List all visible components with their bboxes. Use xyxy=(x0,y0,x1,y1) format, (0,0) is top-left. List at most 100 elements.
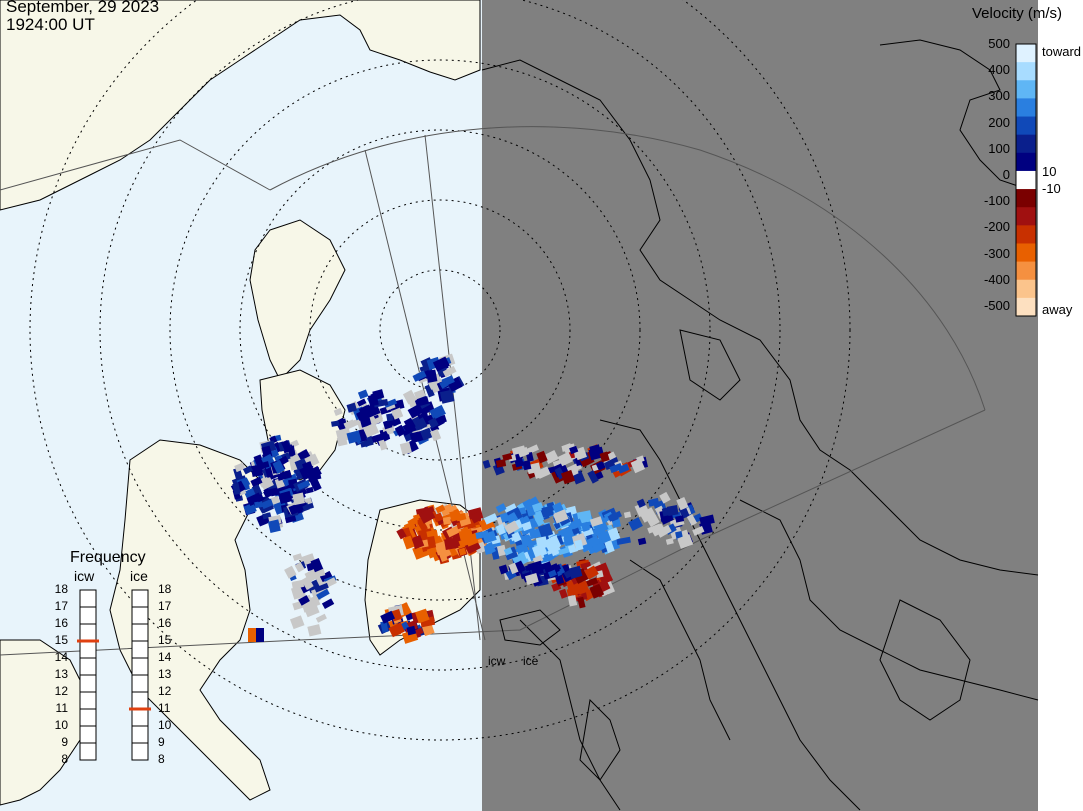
velocity-cell xyxy=(568,565,583,579)
velocity-cell xyxy=(589,583,605,599)
colorbar-segment xyxy=(1016,44,1036,63)
frequency-tick-label: 10 xyxy=(158,718,172,732)
velocity-cell xyxy=(547,569,557,578)
velocity-cell xyxy=(541,505,554,518)
colorbar-segment xyxy=(1016,279,1036,299)
velocity-cell xyxy=(382,419,393,430)
radar-label-icw: icw xyxy=(488,654,506,668)
velocity-cell xyxy=(482,459,491,469)
velocity-cell xyxy=(356,398,367,407)
velocity-cell xyxy=(440,545,452,558)
velocity-cell xyxy=(302,461,315,475)
velocity-cell xyxy=(630,458,646,474)
velocity-cell xyxy=(552,509,569,524)
velocity-cell xyxy=(595,460,606,471)
velocity-cell xyxy=(537,555,552,564)
colorbar-away-label: away xyxy=(1042,302,1073,317)
velocity-cell xyxy=(485,541,496,555)
velocity-cell xyxy=(316,588,330,600)
velocity-cell xyxy=(433,512,444,523)
velocity-cell xyxy=(371,433,385,443)
velocity-cell xyxy=(412,370,427,382)
velocity-cell xyxy=(495,503,507,513)
frequency-tick-label: 14 xyxy=(158,650,172,664)
velocity-cell xyxy=(635,455,645,464)
velocity-cell xyxy=(502,453,513,461)
frequency-tick-label: 13 xyxy=(158,667,172,681)
velocity-cell xyxy=(432,356,450,372)
velocity-cell xyxy=(499,512,510,523)
velocity-cell xyxy=(290,615,305,630)
velocity-cell xyxy=(418,507,436,524)
velocity-cell xyxy=(255,493,265,503)
velocity-cell xyxy=(409,431,420,441)
velocity-cell xyxy=(256,461,270,470)
velocity-cell xyxy=(256,628,264,642)
velocity-cell xyxy=(250,476,263,487)
velocity-cell xyxy=(420,427,434,441)
velocity-cell xyxy=(574,539,584,551)
velocity-cell xyxy=(587,470,599,484)
velocity-cell xyxy=(580,521,590,532)
velocity-cell xyxy=(676,496,689,511)
colorbar-tick-label: 200 xyxy=(988,114,1010,130)
velocity-cell xyxy=(443,537,459,551)
velocity-cell xyxy=(416,517,428,532)
velocity-cell xyxy=(232,482,241,495)
velocity-cell xyxy=(380,620,389,633)
velocity-cell xyxy=(577,596,586,609)
velocity-cell xyxy=(407,403,424,419)
colorbar-segment xyxy=(1016,243,1036,263)
velocity-cell xyxy=(253,454,264,466)
velocity-cell xyxy=(616,536,631,545)
colorbar-tick-label: 0 xyxy=(1002,167,1010,182)
velocity-cell xyxy=(272,459,285,474)
frequency-head-ice: ice xyxy=(130,568,148,584)
colorbar-tick-label: -400 xyxy=(983,271,1010,287)
velocity-cell xyxy=(656,524,672,538)
frequency-tick-label: 11 xyxy=(55,701,68,715)
velocity-cell xyxy=(469,511,482,524)
velocity-cell xyxy=(458,547,467,556)
velocity-cell xyxy=(406,625,417,636)
velocity-cell xyxy=(254,500,263,509)
velocity-cell xyxy=(297,479,311,490)
velocity-cell xyxy=(430,429,442,442)
colorbar-segment xyxy=(1016,80,1036,99)
velocity-cell xyxy=(284,565,297,579)
frequency-tick-label: 16 xyxy=(54,616,68,630)
velocity-cell xyxy=(427,417,439,429)
colorbar-tick-label: -300 xyxy=(983,245,1010,261)
frequency-tick-label: 18 xyxy=(54,582,68,596)
velocity-cell xyxy=(449,510,460,522)
velocity-cell xyxy=(558,546,571,556)
velocity-cell xyxy=(281,439,292,452)
velocity-cell xyxy=(559,588,568,599)
velocity-cell xyxy=(388,622,405,638)
velocity-cell xyxy=(243,502,257,516)
velocity-cell xyxy=(315,613,327,623)
velocity-cell xyxy=(410,535,425,550)
velocity-cell xyxy=(426,535,437,549)
colorbar-tick-label: 500 xyxy=(988,36,1010,51)
velocity-cell xyxy=(607,510,623,522)
frequency-head-icw: icw xyxy=(74,568,95,584)
velocity-cell xyxy=(538,523,554,538)
velocity-cell xyxy=(305,486,314,494)
velocity-cell xyxy=(396,528,407,540)
velocity-cell xyxy=(623,511,632,519)
colorbar-segment xyxy=(1016,116,1036,136)
velocity-cell xyxy=(543,535,562,552)
velocity-cell xyxy=(301,576,314,591)
velocity-cell xyxy=(529,528,543,540)
night-region xyxy=(482,0,1038,811)
frequency-tick-label: 12 xyxy=(54,684,68,698)
velocity-cell xyxy=(263,489,272,498)
frequency-tick-label: 17 xyxy=(54,599,68,613)
frequency-title: Frequency xyxy=(70,549,146,566)
velocity-cell xyxy=(532,554,544,565)
velocity-cell xyxy=(380,610,396,624)
velocity-cell xyxy=(441,375,455,387)
velocity-cell xyxy=(495,459,507,468)
